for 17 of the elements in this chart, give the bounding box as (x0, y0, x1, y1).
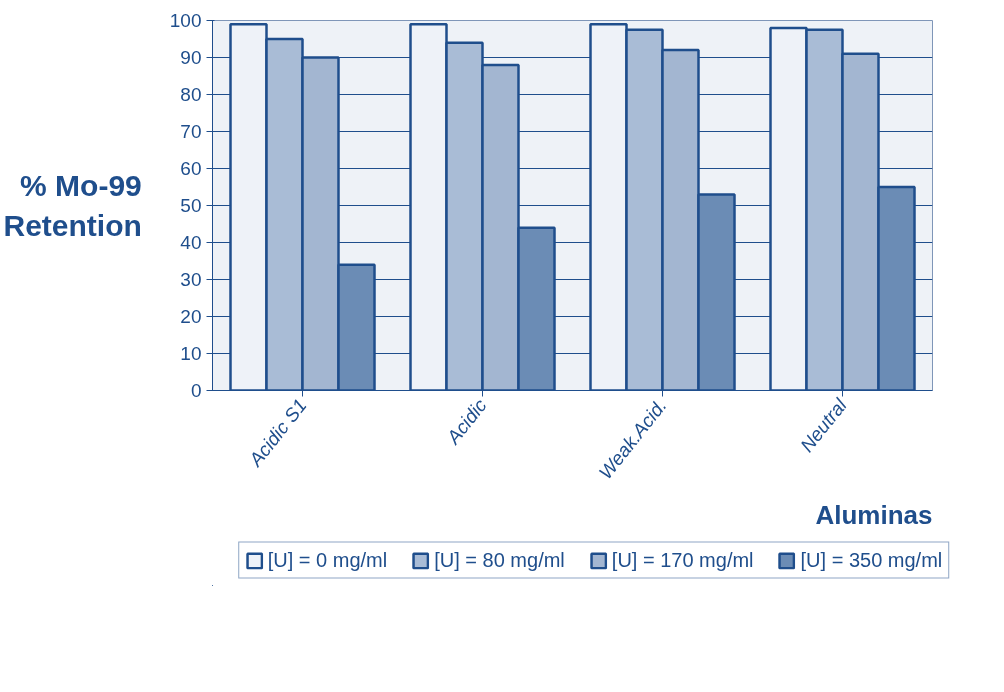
y-tick-label: 20 (180, 306, 202, 327)
legend-label: [U] = 350 mg/ml (800, 548, 943, 572)
y-tick-label: 30 (180, 269, 202, 290)
legend-label: [U] = 80 mg/ml (434, 548, 565, 572)
y-tick-label: 40 (180, 232, 202, 253)
y-tick-label: 60 (180, 158, 202, 179)
y-tick-label: 50 (180, 195, 202, 216)
y-tick-label: 80 (180, 84, 202, 105)
y-axis-title: % Mo-99 Retention (3, 169, 142, 242)
y-tick-label: 100 (169, 10, 202, 31)
y-tick-label: 70 (180, 121, 202, 142)
legend-label: [U] = 0 mg/ml (267, 548, 388, 572)
y-tick-label: 0 (190, 380, 202, 401)
x-axis-title: Aluminas (815, 499, 933, 530)
y-tick-label: 90 (180, 47, 202, 68)
legend-label: [U] = 170 mg/ml (611, 548, 754, 572)
y-tick-label: 10 (180, 343, 202, 364)
